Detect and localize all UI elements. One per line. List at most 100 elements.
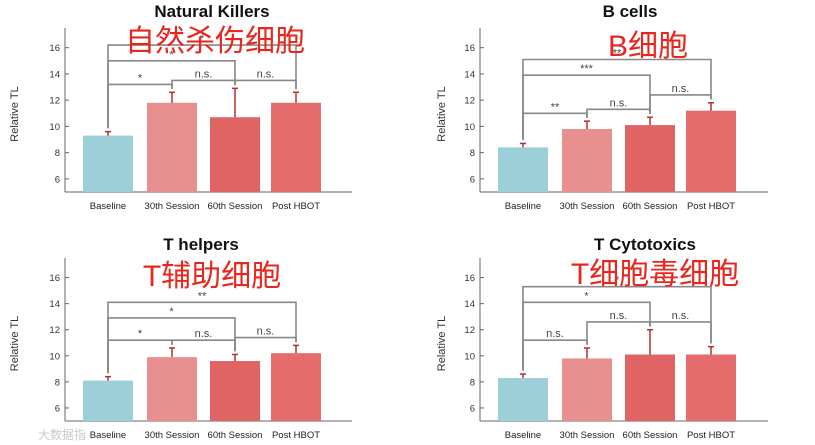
bar bbox=[83, 380, 133, 421]
significance-label: * bbox=[169, 306, 174, 318]
category-label: 30th Session bbox=[145, 201, 200, 212]
category-label: Baseline bbox=[90, 430, 126, 441]
overlay-label: 自然杀伤细胞 bbox=[125, 25, 305, 58]
bar bbox=[271, 353, 321, 421]
significance-bracket bbox=[586, 108, 651, 118]
overlay-label: T辅助细胞 bbox=[143, 260, 281, 293]
bar bbox=[210, 361, 260, 421]
significance-label: * bbox=[169, 49, 174, 61]
category-label: 60th Session bbox=[623, 430, 678, 441]
category-label: Baseline bbox=[505, 201, 541, 212]
category-label: Post HBOT bbox=[272, 201, 320, 212]
y-tick-label: 16 bbox=[464, 43, 475, 54]
watermark-text: 大数据指 bbox=[38, 427, 86, 442]
bar bbox=[210, 117, 260, 192]
y-axis-label: Relative TL bbox=[9, 86, 21, 141]
category-label: 30th Session bbox=[560, 430, 615, 441]
chart-panel-3: 6 8 10 12 14 16 Relative TL Baseline 30th Sessio… bbox=[9, 235, 352, 441]
significance-bracket bbox=[649, 321, 712, 344]
panel-title: Natural Killers bbox=[154, 2, 269, 21]
y-tick-label: 10 bbox=[49, 351, 60, 362]
panel-title: B cells bbox=[603, 2, 658, 21]
significance-label: * bbox=[138, 72, 143, 84]
significance-label: * bbox=[615, 275, 620, 287]
category-label: Post HBOT bbox=[272, 430, 320, 441]
y-axis-label: Relative TL bbox=[436, 86, 448, 141]
significance-label: * bbox=[138, 328, 143, 340]
category-label: 30th Session bbox=[145, 430, 200, 441]
y-tick-label: 8 bbox=[470, 148, 475, 159]
significance-label: ** bbox=[198, 290, 207, 302]
bar bbox=[147, 357, 197, 421]
significance-bracket bbox=[107, 301, 297, 373]
bar bbox=[271, 102, 321, 192]
significance-bracket bbox=[234, 336, 297, 352]
significance-bracket bbox=[234, 79, 297, 90]
significance-label: n.s. bbox=[610, 310, 628, 322]
significance-bracket bbox=[171, 79, 236, 90]
chart-panel-2: 6 8 10 12 14 16 Relative TL Baseline 30th Sessio… bbox=[436, 2, 768, 212]
bar bbox=[562, 358, 612, 421]
y-tick-label: 14 bbox=[464, 69, 475, 80]
y-tick-label: 12 bbox=[464, 325, 475, 336]
y-axis-label: Relative TL bbox=[9, 316, 21, 371]
category-label: Post HBOT bbox=[687, 201, 735, 212]
y-tick-label: 6 bbox=[55, 174, 60, 185]
chart-panel-4: 6 8 10 12 14 16 Relative TL Baseline 30th Sessio… bbox=[436, 235, 768, 441]
y-tick-label: 16 bbox=[464, 273, 475, 284]
y-tick-label: 8 bbox=[55, 377, 60, 388]
significance-bracket bbox=[107, 44, 297, 128]
bar bbox=[498, 377, 548, 421]
bar bbox=[625, 125, 675, 192]
significance-label: *** bbox=[580, 63, 594, 75]
significance-label: * bbox=[584, 290, 589, 302]
y-axis-label: Relative TL bbox=[436, 316, 448, 371]
category-label: Baseline bbox=[90, 201, 126, 212]
y-tick-label: 10 bbox=[464, 122, 475, 133]
category-label: Baseline bbox=[505, 430, 541, 441]
bar bbox=[686, 354, 736, 421]
overlay-label: T细胞毒细胞 bbox=[571, 258, 739, 291]
category-label: Post HBOT bbox=[687, 430, 735, 441]
significance-label: n.s. bbox=[257, 326, 275, 338]
category-label: 60th Session bbox=[623, 201, 678, 212]
bar bbox=[625, 354, 675, 421]
category-label: 60th Session bbox=[208, 201, 263, 212]
panel-title: T Cytotoxics bbox=[594, 235, 696, 254]
y-tick-label: 12 bbox=[49, 96, 60, 107]
significance-bracket bbox=[522, 285, 712, 371]
significance-bracket bbox=[171, 339, 236, 352]
significance-label: * bbox=[200, 33, 205, 45]
y-tick-label: 8 bbox=[55, 148, 60, 159]
significance-label: n.s. bbox=[195, 328, 213, 340]
panel-title: T helpers bbox=[163, 235, 239, 254]
significance-label: ** bbox=[551, 101, 560, 113]
y-tick-label: 14 bbox=[464, 299, 475, 310]
significance-label: ** bbox=[613, 47, 622, 59]
y-tick-label: 6 bbox=[55, 403, 60, 414]
significance-bracket bbox=[586, 321, 651, 345]
y-tick-label: 16 bbox=[49, 43, 60, 54]
y-tick-label: 6 bbox=[470, 403, 475, 414]
y-tick-label: 10 bbox=[49, 122, 60, 133]
significance-label: n.s. bbox=[195, 68, 213, 80]
bar bbox=[83, 135, 133, 192]
chart-panel-1: 6 8 10 12 14 16 Relative TL Baseline 30th Sessio… bbox=[9, 2, 352, 212]
y-tick-label: 10 bbox=[464, 351, 475, 362]
y-tick-label: 12 bbox=[464, 96, 475, 107]
y-tick-label: 8 bbox=[470, 377, 475, 388]
bar bbox=[147, 102, 197, 192]
significance-label: n.s. bbox=[672, 310, 690, 322]
y-tick-label: 16 bbox=[49, 273, 60, 284]
category-label: 30th Session bbox=[560, 201, 615, 212]
bar bbox=[562, 129, 612, 192]
y-tick-label: 12 bbox=[49, 325, 60, 336]
bar bbox=[686, 110, 736, 192]
significance-label: n.s. bbox=[257, 68, 275, 80]
category-label: 60th Session bbox=[208, 430, 263, 441]
y-tick-label: 6 bbox=[470, 174, 475, 185]
bar bbox=[498, 147, 548, 192]
significance-label: n.s. bbox=[672, 83, 690, 95]
significance-bracket bbox=[522, 58, 712, 140]
